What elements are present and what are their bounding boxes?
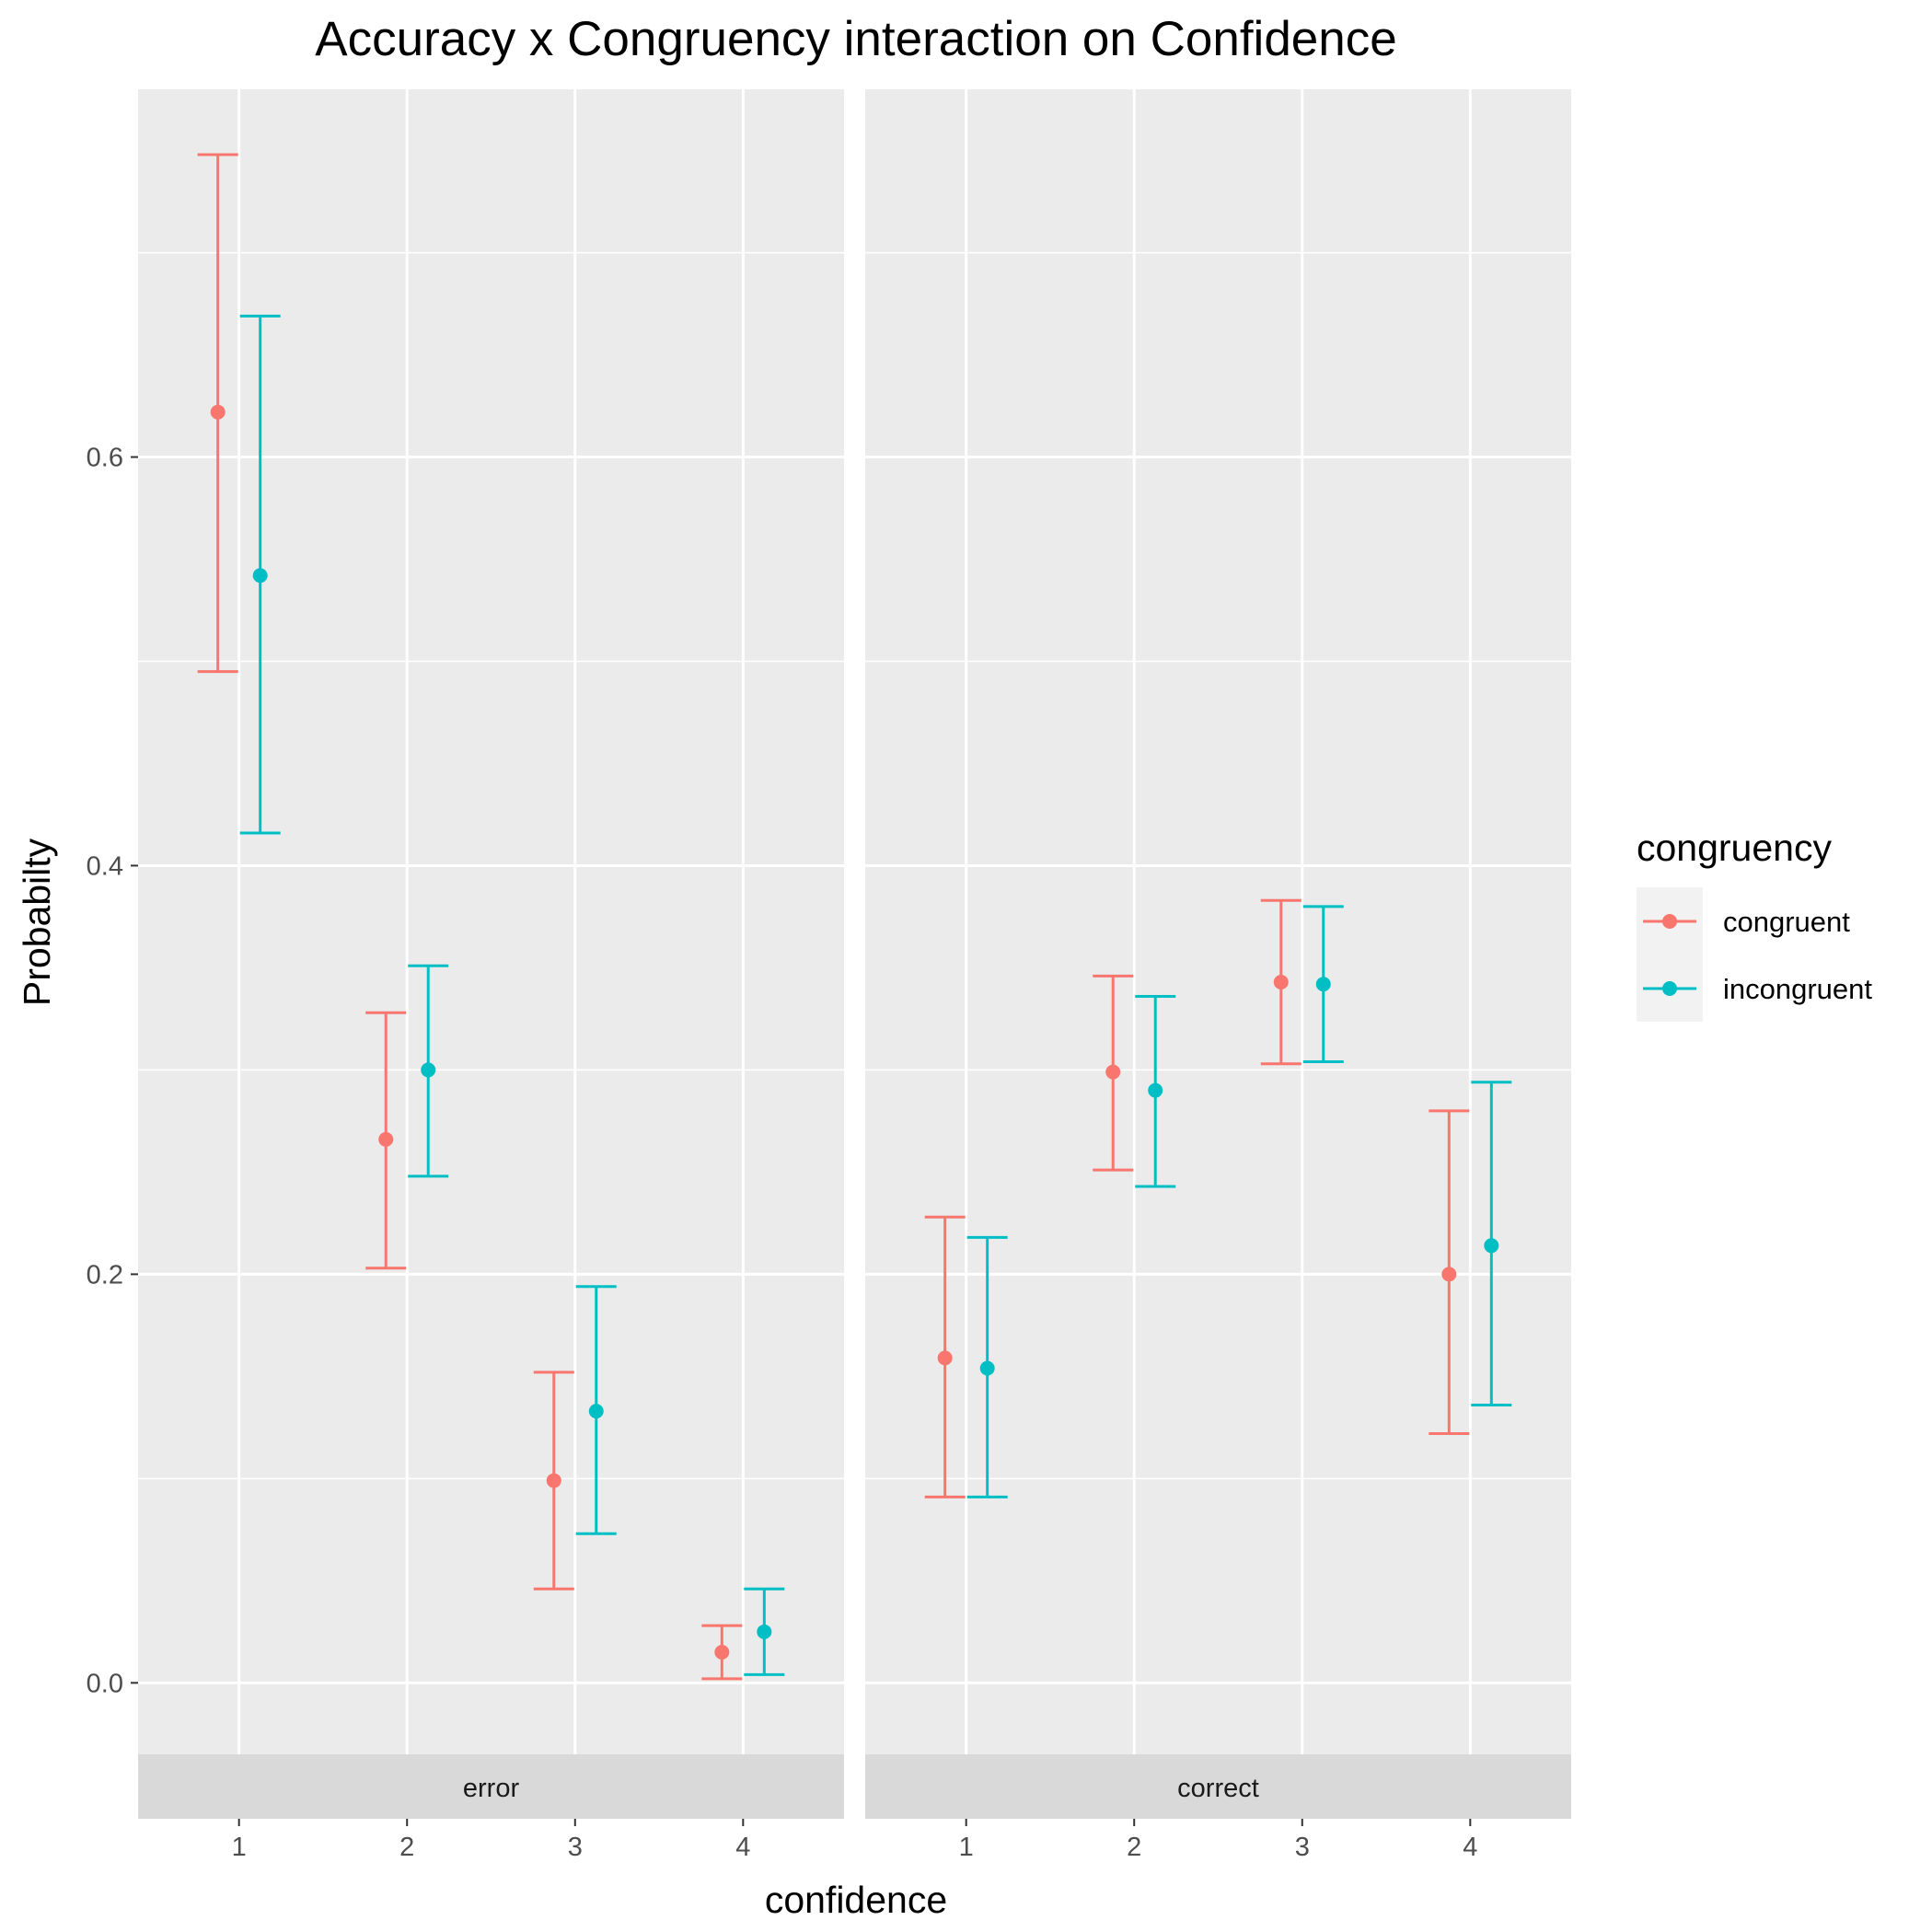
x-tick-label: 4 (735, 1833, 750, 1862)
x-tick-label: 3 (1295, 1833, 1310, 1862)
data-point (1484, 1238, 1499, 1254)
series-incongruent (966, 905, 1512, 1498)
panel-background (865, 89, 1571, 1754)
x-tick-label: 3 (568, 1833, 583, 1862)
legend: congruency congruent incongruent (1637, 827, 1872, 1022)
panel-error: error 1 2 3 4 (138, 89, 844, 1862)
legend-key-point (1662, 981, 1677, 996)
errorbar (575, 1285, 617, 1535)
errorbar (966, 1235, 1008, 1498)
x-tick-label: 4 (1463, 1833, 1477, 1862)
facet-strip (865, 1754, 1571, 1819)
data-point (937, 1350, 953, 1366)
legend-label: incongruent (1723, 973, 1872, 1005)
y-axis-title: Probabilty (16, 838, 58, 1006)
y-tick-label: 0.2 (87, 1260, 123, 1290)
errorbar (744, 1587, 785, 1676)
legend-key-background (1637, 887, 1703, 1022)
series-congruent (924, 898, 1470, 1498)
errorbar (1302, 905, 1344, 1064)
plot-panels: error 1 2 3 4 correct 1 2 3 4 (138, 89, 1571, 1862)
data-point (1441, 1267, 1457, 1282)
facet-strip-label: error (463, 1774, 520, 1803)
errorbar (408, 964, 449, 1178)
errorbar (1429, 1109, 1470, 1436)
data-point (210, 404, 226, 420)
errorbar (533, 1371, 574, 1591)
x-axis-title: confidence (765, 1879, 947, 1921)
y-tick-label: 0.4 (87, 851, 123, 881)
data-point (1315, 977, 1331, 992)
data-point (714, 1645, 730, 1660)
data-point (421, 1062, 436, 1078)
data-point (252, 568, 268, 584)
data-point (1148, 1082, 1163, 1098)
data-point (1105, 1064, 1121, 1080)
legend-entry-incongruent: incongruent (1643, 973, 1872, 1005)
x-tick-label: 2 (399, 1833, 414, 1862)
panel-background (138, 89, 844, 1754)
x-tick-label: 1 (959, 1833, 974, 1862)
chart-title: Accuracy x Congruency interaction on Con… (315, 12, 1396, 66)
legend-key-point (1662, 914, 1677, 929)
data-point (979, 1360, 995, 1376)
data-point (1273, 974, 1289, 989)
y-axis: 0.0 0.2 0.4 0.6 (87, 444, 138, 1698)
series-congruent (197, 153, 743, 1681)
panel-correct: correct 1 2 3 4 (865, 89, 1571, 1862)
legend-entry-congruent: congruent (1643, 906, 1850, 938)
y-tick-label: 0.6 (87, 444, 123, 473)
errorbar (365, 1011, 407, 1270)
data-point (378, 1131, 394, 1147)
errorbar (701, 1624, 743, 1681)
facet-strip-label: correct (1177, 1774, 1259, 1803)
errorbar (924, 1215, 966, 1498)
legend-title: congruency (1637, 827, 1832, 869)
legend-entries: congruent incongruent (1643, 906, 1872, 1005)
x-tick-label: 1 (232, 1833, 247, 1862)
x-tick-label: 2 (1127, 1833, 1141, 1862)
errorbar (1135, 995, 1176, 1188)
errorbar (239, 314, 281, 835)
legend-label: congruent (1723, 906, 1850, 938)
data-point (588, 1404, 604, 1419)
data-point (757, 1624, 772, 1639)
errorbar (1260, 898, 1301, 1066)
errorbar (1093, 974, 1134, 1172)
errorbar (1471, 1081, 1512, 1406)
y-tick-label: 0.0 (87, 1669, 123, 1698)
facet-strip (138, 1754, 844, 1819)
series-incongruent (239, 314, 785, 1676)
data-point (546, 1473, 561, 1488)
errorbar (197, 153, 238, 674)
